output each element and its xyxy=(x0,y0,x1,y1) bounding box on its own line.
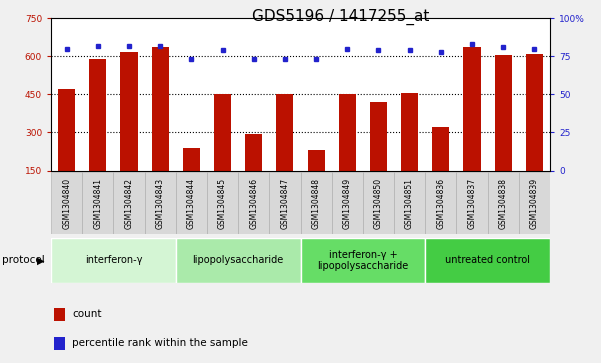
Text: GSM1304851: GSM1304851 xyxy=(405,178,414,229)
Bar xyxy=(519,172,550,234)
Bar xyxy=(339,94,356,209)
Text: GSM1304839: GSM1304839 xyxy=(530,178,539,229)
Text: GSM1304840: GSM1304840 xyxy=(62,178,71,229)
Bar xyxy=(495,55,511,209)
Bar xyxy=(54,337,64,350)
Bar xyxy=(58,89,75,209)
Bar xyxy=(176,238,300,283)
Bar xyxy=(51,238,176,283)
Text: GSM1304836: GSM1304836 xyxy=(436,178,445,229)
Bar xyxy=(332,172,363,234)
Bar xyxy=(276,94,293,209)
Bar xyxy=(426,172,456,234)
Bar xyxy=(151,47,169,209)
Text: interferon-γ: interferon-γ xyxy=(85,256,142,265)
Bar xyxy=(90,59,106,209)
Text: percentile rank within the sample: percentile rank within the sample xyxy=(72,338,248,348)
Bar xyxy=(526,54,543,209)
Text: GSM1304849: GSM1304849 xyxy=(343,178,352,229)
Bar xyxy=(120,52,138,209)
Bar xyxy=(245,134,262,209)
Bar xyxy=(54,307,64,321)
Text: GSM1304848: GSM1304848 xyxy=(311,178,320,229)
Bar xyxy=(426,238,550,283)
Text: untreated control: untreated control xyxy=(445,256,530,265)
Text: GSM1304844: GSM1304844 xyxy=(187,178,196,229)
Bar xyxy=(370,102,387,209)
Bar xyxy=(269,172,300,234)
Bar xyxy=(308,150,325,209)
Text: protocol: protocol xyxy=(2,256,45,265)
Bar xyxy=(363,172,394,234)
Bar xyxy=(487,172,519,234)
Bar xyxy=(176,172,207,234)
Bar xyxy=(300,172,332,234)
Text: GSM1304837: GSM1304837 xyxy=(468,178,477,229)
Text: count: count xyxy=(72,309,102,319)
Bar xyxy=(432,127,450,209)
Bar xyxy=(183,148,200,209)
Text: interferon-γ +
lipopolysaccharide: interferon-γ + lipopolysaccharide xyxy=(317,250,409,271)
Bar xyxy=(463,47,481,209)
Bar xyxy=(238,172,269,234)
Text: GSM1304846: GSM1304846 xyxy=(249,178,258,229)
Bar xyxy=(214,94,231,209)
Bar xyxy=(394,172,426,234)
Bar xyxy=(300,238,426,283)
Text: GSM1304850: GSM1304850 xyxy=(374,178,383,229)
Text: lipopolysaccharide: lipopolysaccharide xyxy=(192,256,284,265)
Text: GSM1304843: GSM1304843 xyxy=(156,178,165,229)
Text: GSM1304847: GSM1304847 xyxy=(281,178,290,229)
Bar xyxy=(401,93,418,209)
Bar xyxy=(82,172,114,234)
Text: GSM1304845: GSM1304845 xyxy=(218,178,227,229)
Text: ▶: ▶ xyxy=(37,256,44,265)
Bar xyxy=(145,172,176,234)
Bar xyxy=(456,172,487,234)
Text: GSM1304841: GSM1304841 xyxy=(93,178,102,229)
Bar xyxy=(207,172,238,234)
Bar xyxy=(51,172,82,234)
Text: GSM1304842: GSM1304842 xyxy=(124,178,133,229)
Text: GDS5196 / 1417255_at: GDS5196 / 1417255_at xyxy=(252,9,430,25)
Bar xyxy=(114,172,145,234)
Text: GSM1304838: GSM1304838 xyxy=(499,178,508,229)
